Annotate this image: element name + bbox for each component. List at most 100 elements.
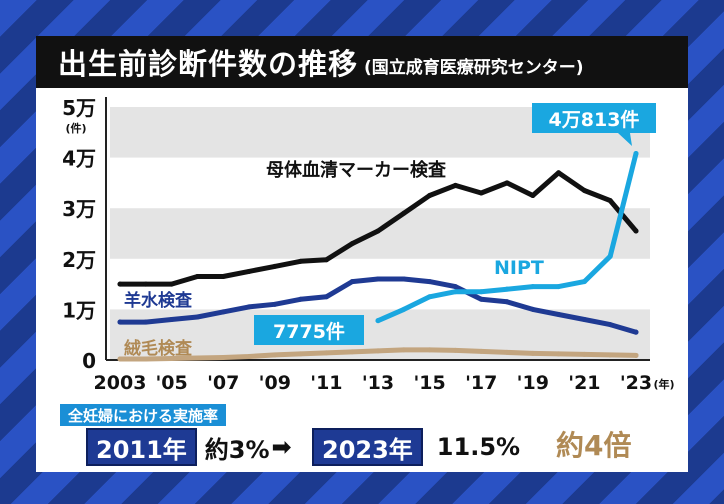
data-point [349,349,355,355]
data-point [246,304,252,310]
data-point [375,318,381,324]
data-point [427,294,433,300]
data-point [427,193,433,199]
data-point [633,329,639,335]
summary-label: 全妊婦における実施率 [60,404,227,426]
y-unit-label: (件) [65,121,86,135]
data-point [349,241,355,247]
data-point [607,352,613,358]
grid-band [110,208,650,259]
callout-label-2023: 4万813件 [549,108,640,131]
data-point [194,355,200,361]
data-point [117,319,123,325]
data-point [478,296,484,302]
data-point [530,193,536,199]
data-point [504,286,510,292]
data-point [272,301,278,307]
badge-label-2013: 7775件 [273,320,345,343]
chart-source: (国立成育医療研究センター) [364,57,584,78]
x-tick-label: '19 [517,372,549,394]
data-point [607,253,613,259]
data-point [581,351,587,357]
data-point [581,317,587,323]
x-tick-label: '09 [259,372,291,394]
x-tick-label: '13 [362,372,394,394]
callout-box [532,103,656,133]
data-point [452,284,458,290]
data-point [401,347,407,353]
data-point [323,257,329,263]
data-point [375,276,381,282]
series-label-nipt: NIPT [494,257,544,279]
data-point [220,354,226,360]
series-label-chorionic: 絨毛検査 [124,338,193,359]
data-point [504,349,510,355]
arrow-right-icon: ➡ [271,433,292,461]
y-tick-label: 1万 [62,298,96,322]
data-point [117,356,123,362]
data-point [298,258,304,264]
rate-end: 11.5% [436,433,521,461]
data-point [504,180,510,186]
data-point [401,276,407,282]
data-point [581,279,587,285]
data-point [375,228,381,234]
data-point [246,268,252,274]
data-point [143,356,149,362]
data-point [194,274,200,280]
data-point [556,351,562,357]
data-point [607,198,613,204]
data-point [581,187,587,193]
data-point [452,182,458,188]
x-tick-label: '15 [413,372,445,394]
data-point [298,351,304,357]
series-label-amniotic: 羊水検査 [124,290,193,311]
data-point [530,306,536,312]
x-tick-label: '21 [568,372,600,394]
data-point [143,281,149,287]
x-tick-label: '07 [207,372,239,394]
data-point [323,294,329,300]
data-point [478,190,484,196]
data-point [246,353,252,359]
data-point [504,299,510,305]
summary-end: 2023年 11.5% [312,428,520,466]
y-tick-label: 3万 [62,197,96,221]
data-point [633,150,639,156]
x-unit-label: (年) [653,377,674,391]
data-point [607,322,613,328]
summary-factor-row: 約4倍 [556,424,631,464]
data-point [556,284,562,290]
data-point [427,347,433,353]
data-point [143,319,149,325]
data-point [556,170,562,176]
title-bar: 出生前診断件数の推移 (国立成育医療研究センター) [36,36,688,88]
data-point [272,352,278,358]
data-point [633,352,639,358]
data-point [349,279,355,285]
y-tick-label: 2万 [62,248,96,272]
data-point [194,314,200,320]
data-point [169,355,175,361]
y-tick-label: 5万 [62,96,96,120]
data-point [530,350,536,356]
data-point [117,281,123,287]
year-end-badge: 2023年 [312,428,423,466]
data-point [478,289,484,295]
data-point [452,289,458,295]
data-point [530,284,536,290]
data-point [401,210,407,216]
data-point [169,281,175,287]
y-tick-label: 0 [82,349,96,373]
x-tick-label: '23 [620,372,652,394]
chart-title: 出生前診断件数の推移 [58,47,359,81]
data-point [427,279,433,285]
data-point [220,309,226,315]
data-point [169,317,175,323]
data-point [401,306,407,312]
callout-pointer [618,133,632,146]
data-point [556,311,562,317]
rate-start: 約3% [204,435,270,464]
data-point [272,263,278,269]
